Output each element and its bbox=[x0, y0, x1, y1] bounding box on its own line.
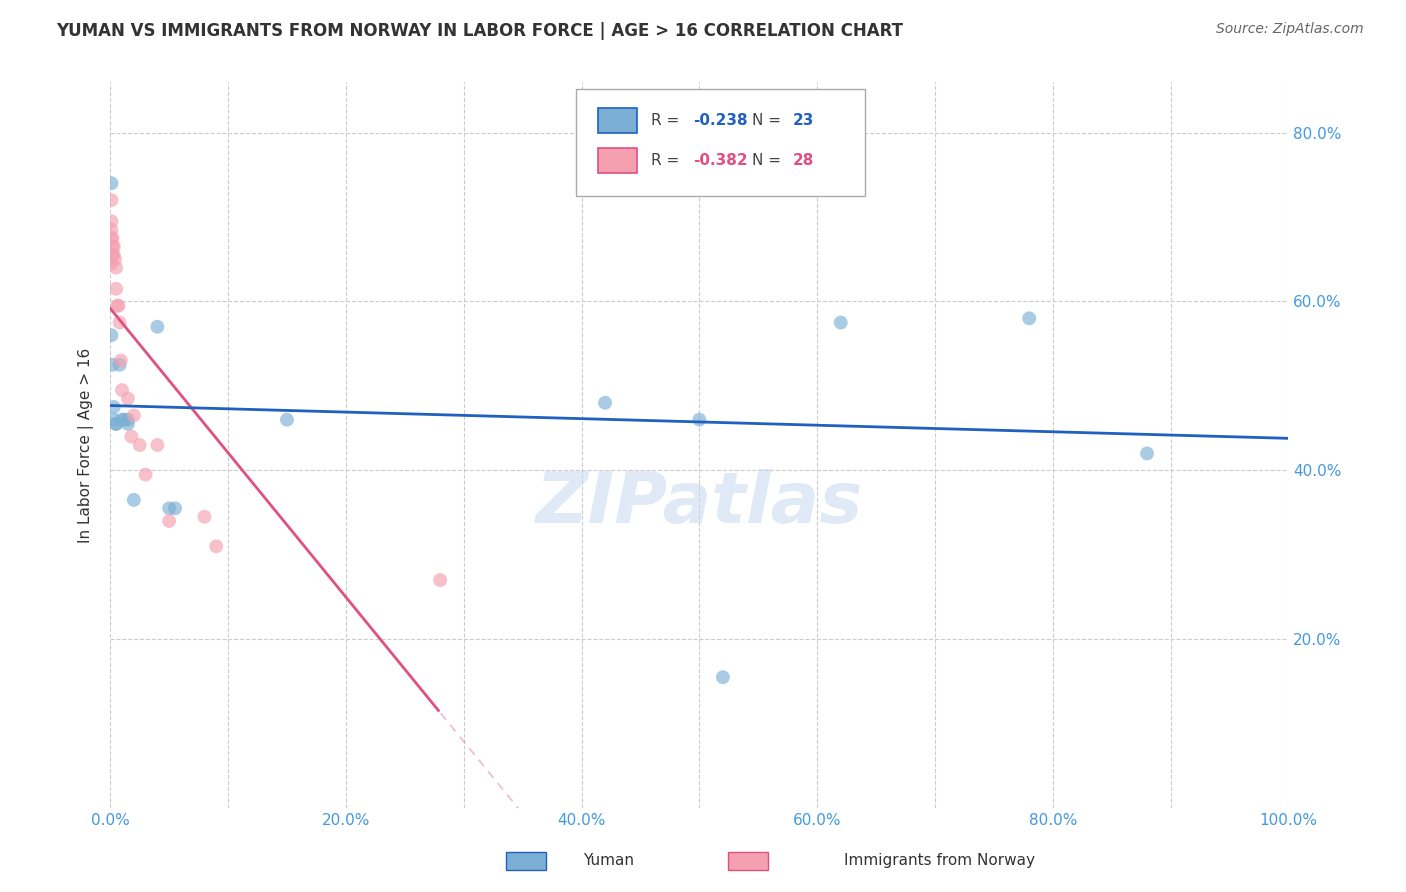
Point bbox=[111, 412, 134, 426]
Point bbox=[100, 328, 122, 343]
Point bbox=[100, 176, 122, 190]
Point bbox=[101, 231, 124, 245]
Point bbox=[276, 412, 298, 426]
Point bbox=[593, 396, 616, 410]
Point bbox=[101, 358, 124, 372]
Point bbox=[163, 501, 186, 516]
Point bbox=[111, 383, 134, 397]
Text: -0.382: -0.382 bbox=[693, 153, 748, 168]
Point bbox=[711, 670, 734, 684]
Point bbox=[100, 256, 122, 270]
Point bbox=[135, 467, 157, 482]
Y-axis label: In Labor Force | Age > 16: In Labor Force | Age > 16 bbox=[79, 347, 94, 542]
Point bbox=[117, 392, 139, 406]
Point bbox=[100, 231, 122, 245]
Point bbox=[100, 222, 122, 236]
Text: 28: 28 bbox=[793, 153, 814, 168]
Point bbox=[1136, 446, 1159, 460]
Point bbox=[104, 252, 127, 267]
Text: R =: R = bbox=[651, 113, 685, 128]
Point bbox=[120, 429, 142, 443]
Text: R =: R = bbox=[651, 153, 685, 168]
Point bbox=[146, 438, 169, 452]
Point bbox=[107, 299, 129, 313]
Point bbox=[146, 319, 169, 334]
Point bbox=[117, 412, 139, 426]
Point bbox=[110, 353, 132, 368]
Point bbox=[101, 248, 124, 262]
Point bbox=[688, 412, 710, 426]
Text: N =: N = bbox=[752, 113, 786, 128]
Point bbox=[103, 248, 125, 262]
Point bbox=[122, 409, 145, 423]
Point bbox=[100, 193, 122, 207]
Point bbox=[105, 282, 128, 296]
Point bbox=[193, 509, 215, 524]
Text: Yuman: Yuman bbox=[583, 854, 634, 868]
Point bbox=[105, 417, 128, 431]
Point bbox=[117, 417, 139, 431]
Point bbox=[429, 573, 451, 587]
Point bbox=[112, 412, 135, 426]
Point bbox=[103, 239, 125, 253]
Text: N =: N = bbox=[752, 153, 786, 168]
Point bbox=[100, 214, 122, 228]
Point bbox=[103, 400, 125, 414]
Point bbox=[103, 412, 125, 426]
Point bbox=[105, 417, 128, 431]
Point bbox=[157, 501, 180, 516]
Point bbox=[830, 316, 852, 330]
Point bbox=[1018, 311, 1040, 326]
Point bbox=[128, 438, 150, 452]
Point bbox=[157, 514, 180, 528]
Text: Source: ZipAtlas.com: Source: ZipAtlas.com bbox=[1216, 22, 1364, 37]
Text: YUMAN VS IMMIGRANTS FROM NORWAY IN LABOR FORCE | AGE > 16 CORRELATION CHART: YUMAN VS IMMIGRANTS FROM NORWAY IN LABOR… bbox=[56, 22, 903, 40]
Point bbox=[105, 260, 128, 275]
Point bbox=[108, 316, 131, 330]
Point bbox=[122, 492, 145, 507]
Text: 23: 23 bbox=[793, 113, 814, 128]
Text: ZIPatlas: ZIPatlas bbox=[536, 468, 863, 538]
Point bbox=[205, 539, 228, 553]
Text: Immigrants from Norway: Immigrants from Norway bbox=[844, 854, 1035, 868]
Point bbox=[105, 299, 128, 313]
Point bbox=[108, 358, 131, 372]
Point bbox=[101, 239, 124, 253]
Text: -0.238: -0.238 bbox=[693, 113, 748, 128]
